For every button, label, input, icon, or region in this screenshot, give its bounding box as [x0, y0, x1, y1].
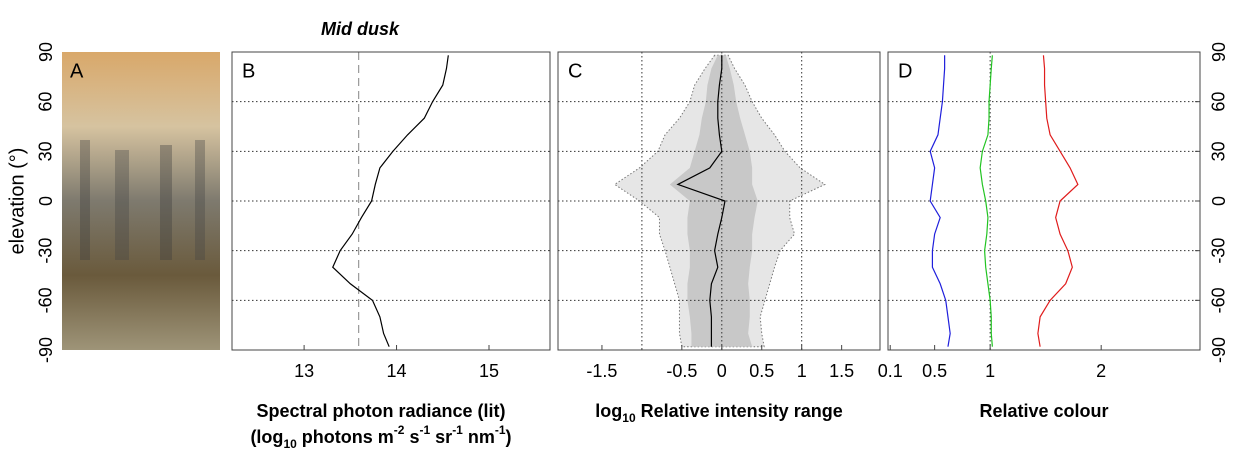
- panorama-image: [62, 52, 220, 350]
- x-tick-label: 14: [387, 361, 407, 381]
- label-part: -2: [394, 423, 405, 437]
- x-tick-label: 1.5: [829, 361, 854, 381]
- label-part: (log: [250, 427, 283, 447]
- panel: D 0.1 0.5 1 2 Relative colour: [878, 51, 1201, 421]
- profile-line: [979, 55, 993, 347]
- panel-label: C: [568, 60, 582, 82]
- label-part: 10: [622, 411, 636, 425]
- x-tick-label: 15: [479, 361, 499, 381]
- y-tick-label: -90: [36, 337, 56, 363]
- y-tick-label: 0: [1209, 196, 1229, 206]
- x-tick-label: 2: [1096, 361, 1106, 381]
- panel-label: A: [70, 60, 84, 82]
- label-part: log: [595, 401, 622, 421]
- y-tick-label: 90: [1209, 42, 1229, 62]
- x-axis-label: (log10 photons m-2 s-1 sr-1 nm-1): [250, 423, 511, 450]
- plot-frame: [231, 51, 551, 351]
- label-part: -1: [419, 423, 430, 437]
- y-tick-label: -60: [36, 287, 56, 313]
- label-part: s: [404, 427, 419, 447]
- label-part: ): [506, 427, 512, 447]
- y-tick-label: 90: [36, 42, 56, 62]
- x-tick-label: 0: [717, 361, 727, 381]
- figure-title: Mid dusk: [321, 19, 400, 39]
- x-axis-label: Spectral photon radiance (lit): [256, 401, 505, 421]
- label-part: Relative intensity range: [636, 401, 843, 421]
- profile-line: [929, 55, 951, 347]
- label-part: nm: [463, 427, 495, 447]
- plot-frame: [557, 51, 881, 351]
- y-tick-label: 30: [1209, 141, 1229, 161]
- label-part: sr: [430, 427, 452, 447]
- label-part: 10: [283, 437, 297, 450]
- x-tick-label: -1.5: [586, 361, 617, 381]
- y-axis-label: elevation (°): [6, 148, 28, 255]
- x-tick-label: 0.5: [922, 361, 947, 381]
- x-axis-label: log10 Relative intensity range: [595, 401, 842, 425]
- label-part: -1: [452, 423, 463, 437]
- profile-line: [676, 55, 726, 347]
- panel-label: D: [898, 60, 912, 82]
- y-tick-label: 30: [36, 141, 56, 161]
- y-tick-label: -30: [36, 238, 56, 264]
- y-tick-label: -90: [1209, 337, 1229, 363]
- y-tick-label: 0: [36, 196, 56, 206]
- panel: C -1.5 -0.5 0 0.5 1 1.5 log10 Relative intensit…: [557, 51, 881, 425]
- x-tick-label: 1: [797, 361, 807, 381]
- x-axis-label: Relative colour: [979, 401, 1108, 421]
- y-tick-label: 60: [1209, 92, 1229, 112]
- x-tick-label: -0.5: [666, 361, 697, 381]
- profile-line: [332, 55, 449, 347]
- y-tick-label: -30: [1209, 238, 1229, 264]
- label-part: photons m: [297, 427, 394, 447]
- panel-label: B: [242, 60, 255, 82]
- x-tick-label: 0.5: [749, 361, 774, 381]
- x-tick-label: 13: [294, 361, 314, 381]
- x-tick-label: 1: [985, 361, 995, 381]
- y-tick-label: -60: [1209, 287, 1229, 313]
- x-tick-label: 0.1: [878, 361, 903, 381]
- label-part: -1: [495, 423, 506, 437]
- profile-line: [1037, 55, 1079, 347]
- range-band: [669, 55, 758, 347]
- y-tick-label: 60: [36, 92, 56, 112]
- image-texture: [80, 140, 205, 260]
